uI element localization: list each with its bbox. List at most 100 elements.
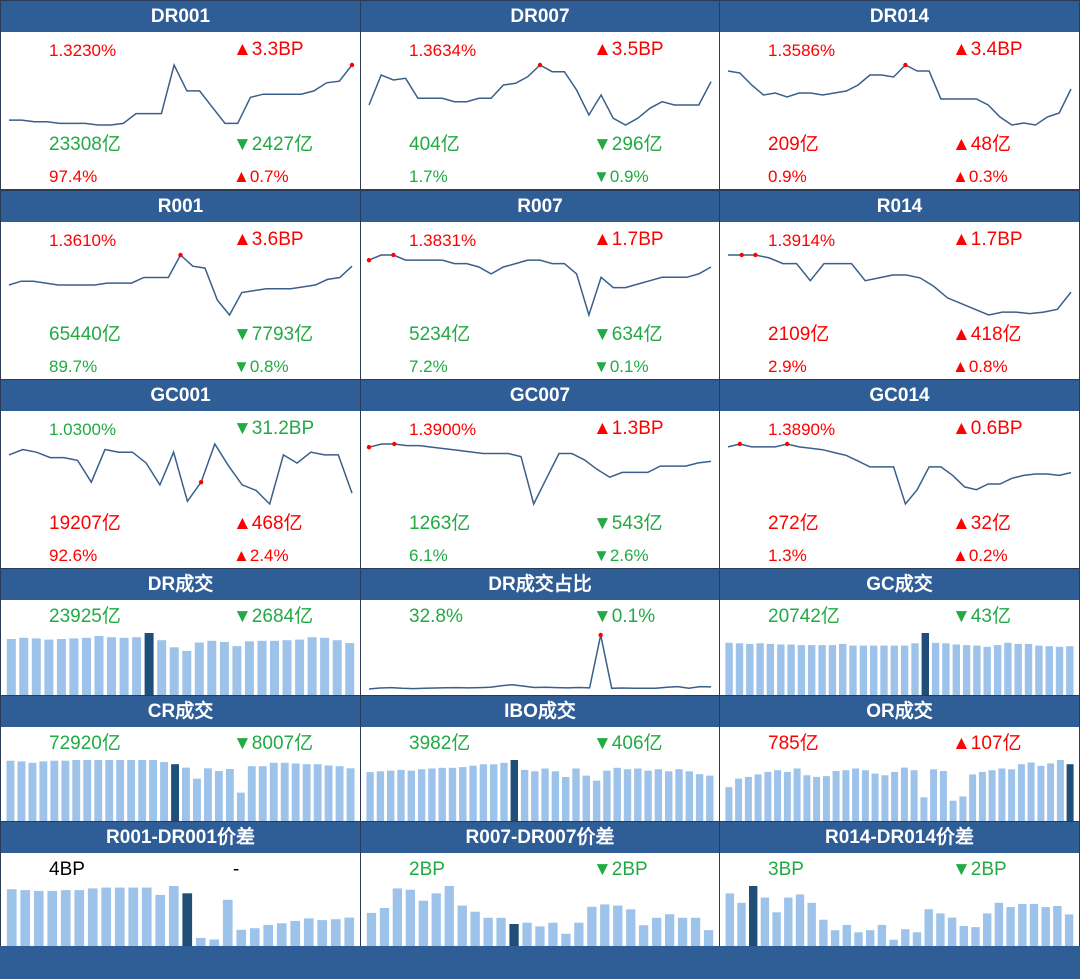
series-line <box>728 254 1072 316</box>
bar <box>746 643 754 695</box>
panel-title: OR成交 <box>720 696 1079 727</box>
panel-2: DR014 1.3586% ▲3.4BP 209亿 ▲48亿 0.9% ▲0.3% <box>719 0 1080 190</box>
line-chart <box>727 62 1072 126</box>
volume-change: ▼634亿 <box>593 324 663 345</box>
bar <box>141 887 152 946</box>
bar <box>257 640 267 695</box>
series-line <box>9 62 353 126</box>
summary-value: 3982亿 <box>409 733 471 754</box>
summary-change: ▼2684亿 <box>233 606 314 627</box>
share-change: ▼2.6% <box>593 546 649 565</box>
bar <box>994 902 1004 946</box>
bar <box>592 780 601 821</box>
bar <box>366 772 374 821</box>
bar <box>764 771 772 821</box>
bar <box>613 905 623 946</box>
volume-value: 23308亿 <box>49 134 121 155</box>
bar <box>138 760 147 821</box>
bar <box>483 917 493 946</box>
panel-title: R007 <box>361 191 719 222</box>
bar <box>344 917 355 946</box>
volume-change: ▲32亿 <box>952 513 1011 534</box>
panel-title: R001-DR001价差 <box>1 822 360 853</box>
bar <box>603 770 611 821</box>
bar <box>500 762 508 821</box>
bar <box>634 768 642 821</box>
bar <box>735 643 744 695</box>
bar <box>346 768 355 821</box>
panel-title: DR成交 <box>1 569 360 600</box>
bar <box>295 639 305 695</box>
bar <box>900 645 909 695</box>
summary-change: ▼8007亿 <box>233 733 314 754</box>
series-line <box>727 64 1072 126</box>
bar <box>703 930 714 946</box>
high-marker <box>903 62 908 68</box>
bar <box>392 888 402 946</box>
panel-10: DR成交占比 32.8% ▼0.1% <box>360 568 720 696</box>
high-marker <box>784 441 790 447</box>
bar <box>706 775 714 821</box>
bar <box>582 775 590 821</box>
high-marker <box>739 252 744 258</box>
bar <box>849 645 857 695</box>
bar <box>889 939 898 946</box>
bar <box>1008 769 1016 821</box>
panel-6: GC001 1.0300% ▼31.2BP 19207亿 ▲468亿 92.6% ▲2.4% <box>0 379 361 569</box>
bar <box>947 917 957 946</box>
bar <box>44 639 54 695</box>
bar <box>988 770 996 821</box>
bar-chart <box>366 760 714 821</box>
panel-title: CR成交 <box>1 696 360 727</box>
panel-4: R007 1.3831% ▲1.7BP 5234亿 ▼634亿 7.2% ▼0.1% <box>360 190 720 380</box>
volume-value: 65440亿 <box>49 324 121 345</box>
bar <box>219 641 229 695</box>
volume-value: 5234亿 <box>409 324 471 345</box>
summary-value: 4BP <box>49 859 85 880</box>
bar <box>222 899 233 946</box>
share-value: 0.9% <box>768 167 807 186</box>
bar <box>677 917 688 946</box>
bar <box>880 645 888 695</box>
bar <box>777 644 785 695</box>
share-change: ▼0.1% <box>593 357 649 376</box>
bar <box>766 643 775 695</box>
bar <box>225 769 234 821</box>
rate-change: ▲3.3BP <box>233 39 304 60</box>
bar <box>83 760 92 821</box>
summary-value: 23925亿 <box>49 606 121 627</box>
rate-change: ▲3.5BP <box>593 39 664 60</box>
bar <box>496 917 506 946</box>
bar <box>302 764 311 821</box>
bar <box>832 771 840 821</box>
bar <box>366 912 377 946</box>
bar <box>405 889 415 946</box>
bar <box>74 890 85 946</box>
bar <box>959 926 968 946</box>
rate-value: 1.3634% <box>409 41 477 60</box>
bar <box>665 771 673 821</box>
panel-15: R001-DR001价差 4BP - <box>0 821 361 947</box>
bar <box>249 928 260 946</box>
bar <box>520 769 529 821</box>
share-value: 2.9% <box>768 357 807 376</box>
bar <box>282 640 292 695</box>
bar <box>470 911 480 946</box>
bar <box>1047 763 1055 821</box>
bar <box>101 887 112 946</box>
rate-change: ▲1.7BP <box>593 229 664 250</box>
bar <box>17 761 26 821</box>
bar <box>774 770 782 821</box>
bar <box>387 770 395 821</box>
bar-chart <box>725 760 1074 821</box>
bar-chart <box>366 886 714 946</box>
bar <box>818 645 826 695</box>
bar <box>291 763 300 821</box>
bar <box>930 769 938 821</box>
bar <box>971 927 980 946</box>
panel-title: DR001 <box>1 1 360 32</box>
bar <box>1064 914 1074 946</box>
share-value: 97.4% <box>49 167 98 186</box>
bar <box>182 767 190 821</box>
bar <box>69 638 79 695</box>
